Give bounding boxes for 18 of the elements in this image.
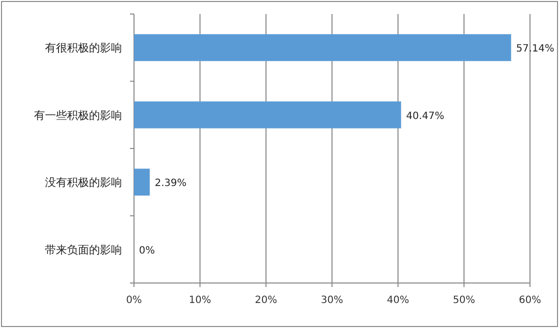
bar — [134, 101, 402, 128]
x-tick-label: 20% — [254, 295, 278, 306]
y-tick-label: 有很积极的影响 — [45, 42, 122, 55]
x-tick-label: 60% — [518, 295, 542, 306]
x-tick-label: 50% — [452, 295, 476, 306]
data-label: 2.39% — [154, 178, 187, 190]
data-label: 0% — [139, 245, 155, 256]
x-tick-label: 10% — [188, 295, 212, 306]
x-tick-label: 40% — [386, 295, 410, 306]
x-tick-label: 30% — [320, 295, 344, 306]
x-tick-label: 0% — [126, 295, 142, 306]
bar — [134, 34, 512, 62]
data-label: 57.14% — [516, 44, 554, 55]
data-label: 40.47% — [406, 110, 444, 122]
y-tick-label: 有一些积极的影响 — [34, 108, 122, 122]
bar — [134, 168, 150, 196]
y-tick-label: 没有积极的影响 — [45, 176, 122, 190]
y-tick-label: 带来负面的影响 — [45, 243, 122, 256]
